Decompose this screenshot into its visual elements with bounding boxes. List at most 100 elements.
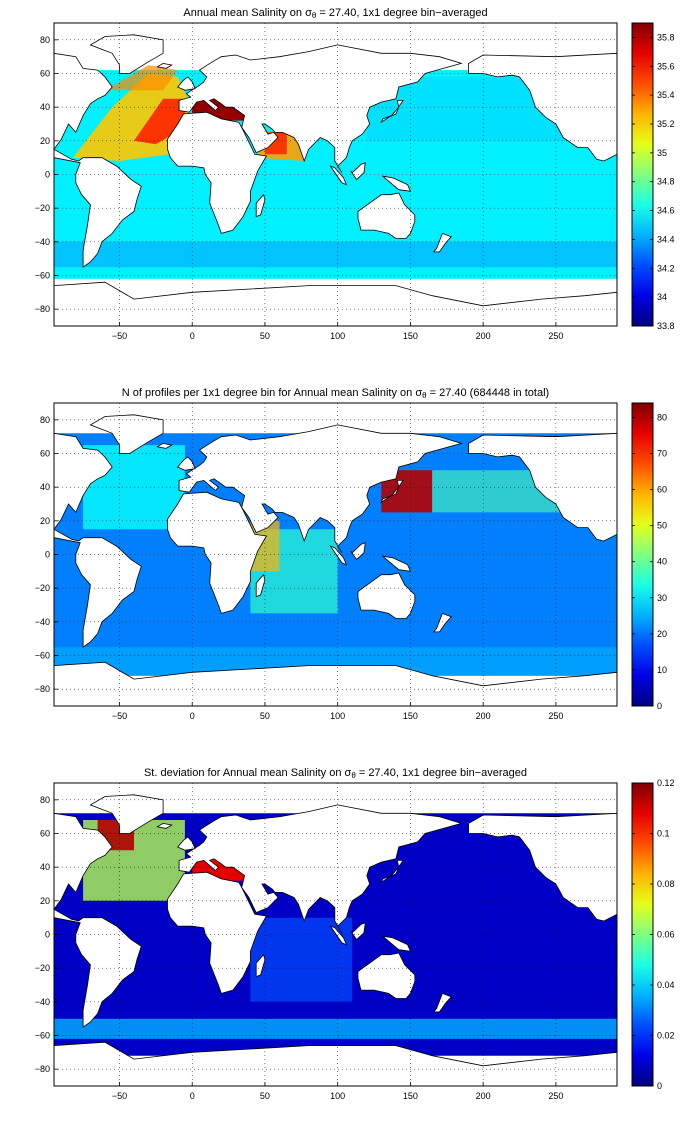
coastline [255, 193, 266, 218]
y-tick-label: 0 [45, 170, 50, 180]
y-tick-label: 20 [40, 136, 50, 146]
x-tick-label: 100 [330, 1091, 345, 1101]
coastline [54, 432, 113, 530]
y-tick-label: −80 [35, 684, 50, 694]
coastline [329, 925, 348, 946]
colorbar-tick-label: 35 [657, 148, 667, 158]
coastline [167, 491, 268, 614]
coastline [178, 424, 463, 554]
ocean-field [250, 520, 280, 572]
colorbar-tick-label: 35.4 [657, 90, 675, 100]
x-tick-label: 100 [330, 331, 345, 341]
x-tick-label: 250 [548, 331, 563, 341]
coastline [178, 44, 463, 174]
y-tick-label: 80 [40, 35, 50, 45]
coastline [177, 456, 196, 471]
x-tick-label: −50 [112, 1091, 127, 1101]
title-symbol: σ [415, 387, 423, 399]
coastline [156, 822, 173, 829]
colorbar-tick-label: 40 [657, 557, 667, 567]
coastline [357, 952, 416, 999]
colorbar-tick-label: 35.2 [657, 119, 675, 129]
x-tick-label: 200 [476, 711, 491, 721]
colorbar-tick-label: 34.4 [657, 234, 675, 244]
coastline [54, 661, 617, 706]
ocean-field [54, 1018, 617, 1039]
colorbar-tick-label: 35.6 [657, 61, 675, 71]
colorbar-tick-label: 34 [657, 292, 667, 302]
colorbar-tick-label: 35.8 [657, 32, 675, 42]
title-text: Annual mean Salinity on [183, 7, 306, 19]
std-deviation-map: −50 0 50 100 150 200 250 −80 −60 −40 −20 0 20 40 60 80 [35, 782, 618, 1101]
ocean-field [104, 65, 178, 91]
title-text: St. deviation for Annual mean Salinity o… [143, 767, 345, 779]
y-tick-label: 40 [40, 482, 50, 492]
y-tick-label: 60 [40, 449, 50, 459]
coastline [156, 442, 173, 449]
coastline [357, 192, 416, 239]
coastline [255, 573, 266, 598]
y-tick-label: −40 [35, 617, 50, 627]
coastline [329, 545, 348, 566]
coastline [89, 794, 164, 834]
profile-count-map: −50 0 50 100 150 200 250 −80 −60 −40 −20 0 20 40 60 80 [35, 402, 618, 721]
x-tick-label: 150 [403, 331, 418, 341]
salinity-colorbar: 33.8 34 34.2 34.4 34.6 34.8 35 35.2 35.4 35.6 35.8 [631, 22, 675, 331]
colorbar-tick-label: 0 [657, 1081, 662, 1091]
y-tick-label: −20 [35, 583, 50, 593]
coastline [54, 812, 113, 910]
coastline [380, 480, 404, 504]
title-text-end: = 27.40 (684448 in total) [426, 387, 550, 399]
coastline [350, 542, 366, 561]
colorbar-tick-label: 0.1 [657, 829, 670, 839]
coastline [350, 922, 366, 941]
x-tick-label: 0 [190, 1091, 195, 1101]
x-tick-label: 50 [260, 331, 270, 341]
x-tick-label: 0 [190, 711, 195, 721]
colorbar-tick-label: 0.02 [657, 1031, 675, 1041]
colorbar-tick-label: 0.06 [657, 930, 675, 940]
coastline [177, 76, 196, 91]
y-tick-label: 80 [40, 415, 50, 425]
coastline [432, 992, 452, 1013]
y-tick-label: 20 [40, 516, 50, 526]
panel-title: Annual mean Salinity on σθ = 27.40, 1x1 … [54, 6, 617, 23]
ocean-field [250, 917, 353, 1002]
y-tick-label: 60 [40, 69, 50, 79]
panel-title: N of profiles per 1x1 degree bin for Ann… [54, 386, 617, 403]
coastline [177, 836, 196, 851]
title-text-end: = 27.40, 1x1 degree bin−averaged [316, 7, 488, 19]
y-tick-label: −20 [35, 203, 50, 213]
x-tick-label: 100 [330, 711, 345, 721]
title-text: N of profiles per 1x1 degree bin for Ann… [121, 387, 416, 399]
panel-title: St. deviation for Annual mean Salinity o… [54, 766, 617, 783]
y-tick-label: −80 [35, 304, 50, 314]
y-tick-label: −40 [35, 237, 50, 247]
salinity-map: −50 0 50 100 150 200 250 −80 −60 −40 −20 0 20 40 60 80 [35, 22, 618, 341]
title-symbol: σ [305, 7, 312, 19]
title-symbol: σ [344, 767, 352, 779]
coastline [255, 953, 266, 978]
colorbar-tick-label: 34.8 [657, 177, 675, 187]
x-tick-label: 250 [548, 711, 563, 721]
coastline [432, 612, 452, 633]
x-tick-label: 150 [403, 711, 418, 721]
ocean-field [54, 647, 617, 676]
colorbar-tick-label: 20 [657, 629, 667, 639]
coastline [89, 34, 164, 74]
x-tick-label: 200 [476, 331, 491, 341]
colorbar-tick-label: 30 [657, 593, 667, 603]
x-tick-label: 200 [476, 1091, 491, 1101]
panel-mean-salinity: Annual mean Salinity on σθ = 27.40, 1x1 … [0, 6, 696, 386]
y-tick-label: 60 [40, 829, 50, 839]
colorbar-tick-label: 60 [657, 485, 667, 495]
colorbar-tick-label: 33.8 [657, 321, 675, 331]
y-tick-label: −40 [35, 997, 50, 1007]
x-tick-label: 50 [260, 711, 270, 721]
colorbar-tick-label: 0.04 [657, 980, 675, 990]
ocean-field [381, 470, 433, 513]
coastline [432, 232, 452, 253]
coastline [350, 162, 366, 181]
y-tick-label: −80 [35, 1064, 50, 1074]
coastline [54, 52, 113, 150]
